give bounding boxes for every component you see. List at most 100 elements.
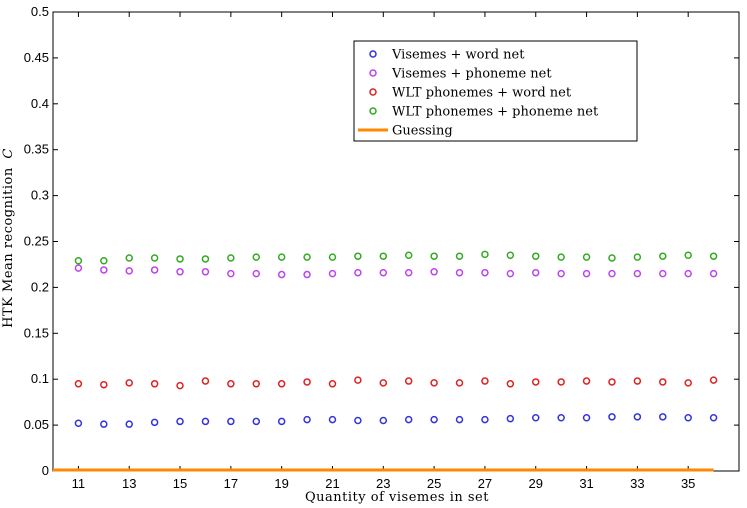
x-tick-label: 13 <box>122 476 136 491</box>
data-point-visemes-phoneme-net <box>379 268 388 277</box>
data-point-visemes-word-net <box>328 415 337 424</box>
legend-label-visemes-phoneme-net: Visemes + phoneme net <box>391 67 552 82</box>
y-tick-label: 0.3 <box>31 188 49 203</box>
data-point-visemes-word-net <box>354 416 362 425</box>
x-tick-label: 31 <box>579 476 593 491</box>
data-point-wlt-phonemes-phoneme-net <box>684 251 692 260</box>
plot-area: 0 0.05 0.1 0.15 0.2 0.25 0.3 0.35 0.4 0.45 0.5 11 13… <box>24 4 740 491</box>
data-point-visemes-phoneme-net <box>150 266 159 274</box>
data-point-wlt-phonemes-phoneme-net <box>354 252 362 260</box>
data-point-visemes-phoneme-net <box>176 268 184 276</box>
data-point-wlt-phonemes-phoneme-net <box>481 250 489 259</box>
legend-swatch-visemes-phoneme-net <box>369 69 377 77</box>
data-point-visemes-phoneme-net <box>455 268 464 277</box>
data-point-visemes-word-net <box>709 414 718 422</box>
data-point-wlt-phonemes-phoneme-net <box>659 252 667 260</box>
data-point-visemes-word-net <box>74 419 83 428</box>
x-tick-label: 25 <box>427 476 441 491</box>
legend-label-wlt-phonemes-word-net: WLT phonemes + word net <box>392 86 572 101</box>
data-point-visemes-phoneme-net <box>684 269 692 278</box>
y-tick-label: 0.45 <box>24 50 49 65</box>
data-point-wlt-phonemes-word-net <box>176 381 184 390</box>
data-point-visemes-word-net <box>430 415 438 424</box>
data-point-wlt-phonemes-phoneme-net <box>100 257 108 265</box>
data-point-wlt-phonemes-phoneme-net <box>125 254 133 262</box>
data-point-wlt-phonemes-word-net <box>252 380 261 388</box>
data-point-wlt-phonemes-phoneme-net <box>608 254 616 262</box>
data-point-wlt-phonemes-phoneme-net <box>176 255 184 263</box>
data-point-wlt-phonemes-word-net <box>150 380 159 388</box>
y-tick-label: 0.4 <box>31 96 49 111</box>
data-point-visemes-word-net <box>557 414 565 422</box>
x-tick-label: 29 <box>529 476 543 491</box>
data-point-visemes-word-net <box>633 413 642 421</box>
legend-swatch-wlt-phonemes-phoneme-net <box>369 107 377 115</box>
data-point-wlt-phonemes-phoneme-net <box>150 254 159 262</box>
x-tick-label: 11 <box>72 476 86 491</box>
data-point-wlt-phonemes-phoneme-net <box>227 254 235 262</box>
data-point-visemes-phoneme-net <box>354 268 362 277</box>
data-point-visemes-phoneme-net <box>74 264 83 272</box>
data-point-wlt-phonemes-word-net <box>100 380 108 389</box>
data-point-wlt-phonemes-word-net <box>684 379 692 387</box>
data-point-wlt-phonemes-phoneme-net <box>455 252 464 260</box>
data-point-visemes-phoneme-net <box>328 269 337 278</box>
data-point-wlt-phonemes-word-net <box>531 378 540 386</box>
data-point-wlt-phonemes-phoneme-net <box>709 252 718 260</box>
data-point-wlt-phonemes-phoneme-net <box>328 253 337 261</box>
data-point-wlt-phonemes-word-net <box>404 377 413 385</box>
data-point-visemes-word-net <box>531 414 540 422</box>
x-tick-label: 35 <box>681 476 695 491</box>
data-point-wlt-phonemes-word-net <box>659 378 667 386</box>
y-tick-label: 0.1 <box>31 371 49 386</box>
x-tick-label: 23 <box>376 476 390 491</box>
data-point-wlt-phonemes-phoneme-net <box>379 252 388 260</box>
data-point-wlt-phonemes-word-net <box>379 379 388 387</box>
data-point-wlt-phonemes-word-net <box>277 380 286 388</box>
data-point-visemes-phoneme-net <box>608 269 616 278</box>
data-point-visemes-phoneme-net <box>633 269 642 278</box>
legend-swatch-visemes-word-net <box>369 50 377 58</box>
data-point-visemes-word-net <box>481 415 489 424</box>
data-point-wlt-phonemes-phoneme-net <box>557 253 565 261</box>
data-point-visemes-phoneme-net <box>252 269 261 278</box>
data-point-wlt-phonemes-phoneme-net <box>531 252 540 260</box>
data-point-wlt-phonemes-phoneme-net <box>506 251 515 260</box>
data-point-wlt-phonemes-phoneme-net <box>430 252 438 260</box>
data-point-wlt-phonemes-phoneme-net <box>252 253 261 261</box>
y-tick-label: 0 <box>42 463 49 478</box>
x-tick-label: 19 <box>274 476 288 491</box>
data-point-wlt-phonemes-word-net <box>201 377 210 385</box>
y-axis-title-main: HTK Mean recognition <box>1 167 16 328</box>
y-tick-label: 0.05 <box>24 417 49 432</box>
data-point-visemes-word-net <box>150 418 159 427</box>
data-point-wlt-phonemes-word-net <box>709 376 718 384</box>
legend-label-wlt-phonemes-phoneme-net: WLT phonemes + phoneme net <box>392 105 599 120</box>
data-point-visemes-word-net <box>379 416 388 425</box>
data-point-wlt-phonemes-word-net <box>227 380 235 388</box>
data-point-wlt-phonemes-word-net <box>633 377 642 385</box>
data-point-visemes-phoneme-net <box>100 266 108 274</box>
data-point-wlt-phonemes-word-net <box>430 379 438 387</box>
data-point-visemes-word-net <box>100 420 108 428</box>
legend: Visemes + word net Visemes + phoneme net W… <box>353 40 638 142</box>
data-point-visemes-word-net <box>303 415 311 424</box>
legend-label-visemes-word-net: Visemes + word net <box>391 48 525 63</box>
data-point-visemes-phoneme-net <box>404 268 413 277</box>
data-point-visemes-word-net <box>582 414 591 422</box>
data-point-visemes-phoneme-net <box>709 269 718 278</box>
y-tick-label: 0.25 <box>24 234 49 249</box>
data-point-wlt-phonemes-word-net <box>481 377 489 385</box>
y-axis-title-symbol: C <box>1 148 16 158</box>
data-point-visemes-word-net <box>684 414 692 422</box>
data-point-visemes-word-net <box>659 413 667 421</box>
x-tick-label: 17 <box>224 476 238 491</box>
data-point-visemes-word-net <box>176 417 184 426</box>
y-tick-label: 0.5 <box>31 4 49 19</box>
data-point-visemes-word-net <box>455 415 464 424</box>
data-point-visemes-word-net <box>125 420 133 428</box>
data-point-wlt-phonemes-phoneme-net <box>74 257 83 265</box>
legend-label-guessing: Guessing <box>392 124 453 139</box>
y-axis-title: HTK Mean recognition C <box>1 148 16 328</box>
